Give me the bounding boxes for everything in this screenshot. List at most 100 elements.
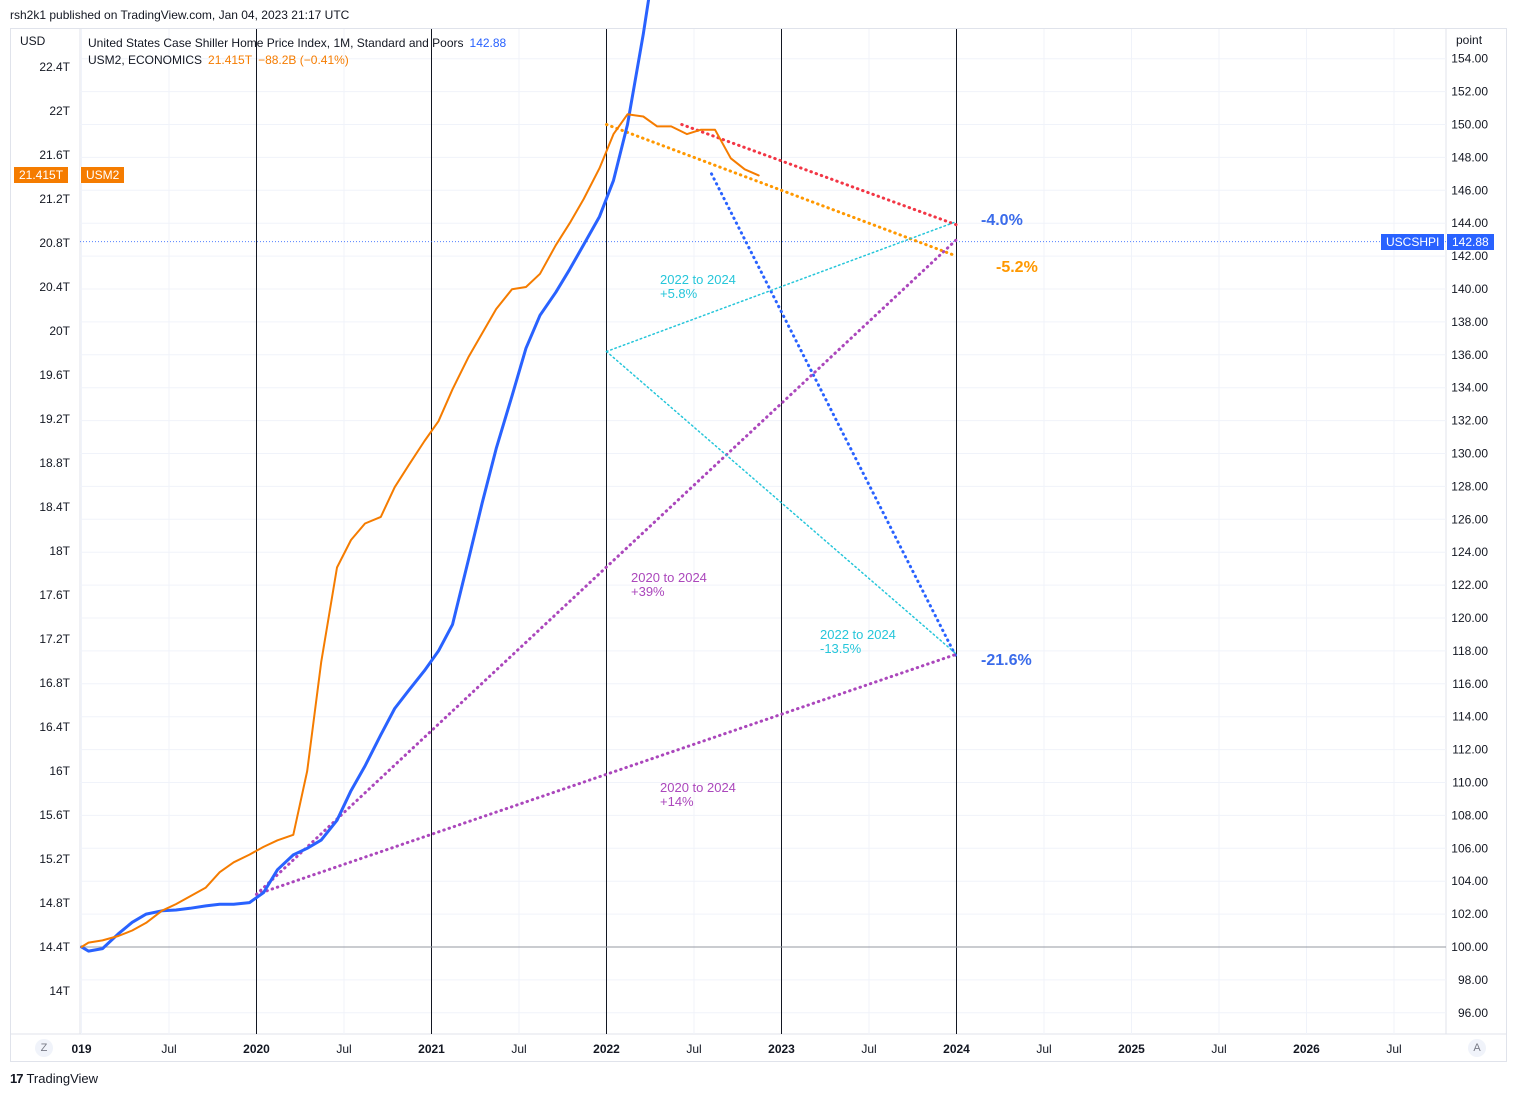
right-tick-label: 112.00	[1452, 743, 1488, 757]
right-tick-label: 98.00	[1458, 973, 1488, 987]
left-tick-label: 15.6T	[39, 808, 70, 822]
usm2-price-badge: 21.415T	[14, 167, 69, 183]
left-tick-label: 18.8T	[39, 456, 70, 470]
red-projection-line	[680, 123, 958, 227]
teal-line-up	[605, 220, 958, 353]
legend-m2-change: −88.2B (−0.41%)	[258, 53, 349, 67]
time-tick-label: 2024	[943, 1042, 970, 1056]
left-axis-unit: USD	[20, 34, 46, 48]
tradingview-logo-icon: 17	[10, 1071, 24, 1086]
annotation-value: -13.5%	[820, 641, 862, 656]
left-axis[interactable]: 14T 14.4T 14.8T 15.2T 15.6T 16T 16.4T 16.8T 17.2…	[39, 60, 70, 998]
right-tick-label: 144.00	[1451, 216, 1488, 230]
projection-pct-label: -4.0%	[981, 212, 1023, 229]
cs-name-badge: USCSHPI	[1381, 234, 1445, 250]
zoom-button[interactable]: Z	[35, 1039, 53, 1057]
time-tick-label: 019	[71, 1042, 91, 1056]
time-tick-label: Jul	[336, 1042, 351, 1056]
usm2-name-badge: USM2	[80, 167, 125, 183]
annotation-value: +14%	[660, 794, 694, 809]
trend-drawings	[255, 123, 958, 896]
right-tick-label: 118.00	[1452, 644, 1488, 658]
right-tick-label: 136.00	[1451, 348, 1488, 362]
time-tick-label: 2025	[1118, 1042, 1145, 1056]
time-tick-label: 2026	[1293, 1042, 1320, 1056]
right-tick-label: 130.00	[1451, 447, 1488, 461]
time-tick-label: Jul	[511, 1042, 526, 1056]
left-tick-label: 17.6T	[39, 588, 70, 602]
chart-frame	[10, 28, 1507, 1062]
time-tick-label: 2022	[593, 1042, 620, 1056]
right-tick-label: 96.00	[1458, 1006, 1488, 1020]
blue-projection-line	[710, 172, 958, 659]
legend-m2-value: 21.415T	[208, 53, 253, 67]
time-tick-label: 2023	[768, 1042, 795, 1056]
auto-scale-button[interactable]: A	[1468, 1039, 1486, 1057]
left-tick-label: 21.6T	[39, 148, 70, 162]
right-tick-label: 140.00	[1451, 282, 1488, 296]
legend-cs-name: United States Case Shiller Home Price In…	[88, 36, 464, 50]
annotation-label: 2022 to 2024	[820, 627, 896, 642]
left-tick-label: 17.2T	[39, 632, 70, 646]
time-tick-label: Jul	[686, 1042, 701, 1056]
right-tick-label: 114.00	[1452, 710, 1488, 724]
right-tick-label: 148.00	[1451, 150, 1488, 164]
time-tick-label: Jul	[861, 1042, 876, 1056]
annotations: 2022 to 2024+5.8%2022 to 2024-13.5%2020 …	[631, 212, 1038, 809]
left-tick-label: 16.4T	[39, 720, 70, 734]
footer-brand: TradingView	[26, 1071, 99, 1086]
right-tick-label: 100.00	[1451, 940, 1488, 954]
annotation-value: +5.8%	[660, 286, 698, 301]
annotation-label: 2020 to 2024	[631, 570, 707, 585]
year-dividers	[256, 29, 957, 1034]
projection-pct-label: -5.2%	[996, 259, 1038, 276]
left-tick-label: 22.4T	[39, 60, 70, 74]
right-tick-label: 154.00	[1451, 52, 1488, 66]
right-tick-label: 106.00	[1451, 841, 1488, 855]
right-tick-label: 142.00	[1451, 249, 1488, 263]
left-tick-label: 15.2T	[39, 852, 70, 866]
left-tick-label: 22T	[49, 104, 70, 118]
case-shiller-line	[80, 0, 651, 953]
right-tick-label: 104.00	[1451, 874, 1488, 888]
time-tick-label: 2020	[243, 1042, 270, 1056]
left-tick-label: 16.8T	[39, 676, 70, 690]
left-tick-label: 16T	[49, 764, 70, 778]
left-tick-label: 20.4T	[39, 280, 70, 294]
left-tick-label: 14T	[49, 984, 70, 998]
legend-m2-name: USM2, ECONOMICS	[88, 53, 203, 67]
right-tick-label: 122.00	[1451, 578, 1488, 592]
time-tick-label: Jul	[161, 1042, 176, 1056]
time-tick-label: Jul	[1036, 1042, 1051, 1056]
annotation-value: +39%	[631, 584, 665, 599]
legend-row-cs[interactable]: United States Case Shiller Home Price In…	[88, 35, 506, 52]
left-tick-label: 20.8T	[39, 236, 70, 250]
right-tick-label: 152.00	[1451, 85, 1488, 99]
legend-row-m2[interactable]: USM2, ECONOMICS 21.415T −88.2B (−0.41%)	[88, 52, 506, 69]
purple-line-14pct	[255, 652, 958, 896]
orange-projection-line	[605, 123, 958, 258]
time-axis[interactable]: 019 Jul 2020 Jul 2021 Jul 2022 Jul 2023 Jul 2024 Ju…	[71, 1042, 1401, 1056]
time-tick-label: 2021	[418, 1042, 445, 1056]
right-axis[interactable]: 96.00 98.00 100.00 102.00 104.00 106.00 108.00…	[1451, 52, 1488, 1020]
right-tick-label: 132.00	[1451, 414, 1488, 428]
grid-lines	[10, 29, 1507, 1035]
projection-pct-label: -21.6%	[981, 652, 1032, 669]
left-tick-label: 14.8T	[39, 896, 70, 910]
teal-line-down	[605, 350, 958, 655]
left-tick-label: 18T	[49, 544, 70, 558]
annotation-label: 2020 to 2024	[660, 780, 736, 795]
right-tick-label: 108.00	[1451, 808, 1488, 822]
time-tick-label: Jul	[1386, 1042, 1401, 1056]
usm2-line	[80, 113, 760, 948]
series-lines	[80, 0, 760, 953]
published-info: rsh2k1 published on TradingView.com, Jan…	[10, 8, 350, 22]
right-tick-label: 120.00	[1451, 611, 1488, 625]
left-tick-label: 21.2T	[39, 192, 70, 206]
legend: United States Case Shiller Home Price In…	[88, 35, 506, 69]
baseline-100	[80, 241, 1446, 948]
legend-cs-value: 142.88	[469, 36, 507, 50]
time-tick-label: Jul	[1211, 1042, 1226, 1056]
right-tick-label: 134.00	[1451, 381, 1488, 395]
